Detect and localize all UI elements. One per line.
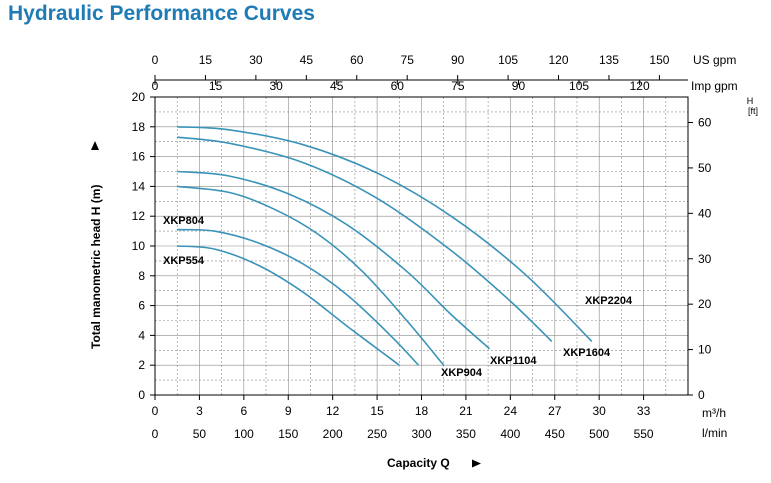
y-tick-label: 16: [132, 150, 146, 164]
usgpm-tick-label: 75: [401, 53, 415, 67]
impgpm-tick-label: 0: [152, 79, 159, 93]
usgpm-tick-label: 150: [649, 53, 669, 67]
lmin-tick-label: 400: [500, 427, 520, 441]
page-title: Hydraulic Performance Curves: [8, 2, 315, 25]
y-tick-label: 14: [132, 179, 146, 193]
usgpm-tick-label: 15: [199, 53, 213, 67]
m3h-tick-label: 12: [326, 404, 340, 418]
lmin-tick-label: 300: [411, 427, 431, 441]
ft-tick-label: 0: [698, 388, 705, 402]
curve-xkp1604: [177, 136, 553, 342]
ft-tick-label: 50: [698, 161, 712, 175]
curve-labels: XKP554 XKP804 XKP904 XKP1104 XKP1604 XKP2204: [163, 215, 633, 379]
lmin-tick-label: 550: [634, 427, 654, 441]
impgpm-tick-label: 120: [630, 79, 650, 93]
ft-tick-label: 10: [698, 343, 712, 357]
curve-xkp2204: [177, 126, 593, 342]
m3h-tick-label: 18: [415, 404, 429, 418]
curve-label-xkp554: XKP554: [163, 255, 205, 267]
y-tick-label: 10: [132, 239, 146, 253]
lmin-tick-label: 100: [234, 427, 254, 441]
usgpm-tick-label: 60: [350, 53, 364, 67]
lmin-tick-label: 150: [278, 427, 298, 441]
curve-xkp554: [177, 245, 400, 366]
curve-label-xkp1604: XKP1604: [563, 347, 611, 359]
ft-tick-label: 60: [698, 116, 712, 130]
usgpm-tick-label: 45: [300, 53, 314, 67]
m3h-tick-label: 6: [240, 404, 247, 418]
y-tick-label: 20: [132, 90, 146, 104]
y-tick-label: 0: [138, 388, 145, 402]
lmin-tick-label: 200: [323, 427, 343, 441]
m3h-tick-label: 27: [548, 404, 562, 418]
m3h-tick-label: 9: [285, 404, 292, 418]
lmin-tick-label: 50: [193, 427, 207, 441]
curve-xkp1104: [177, 170, 491, 350]
lmin-tick-label: 500: [589, 427, 609, 441]
m3h-tick-label: 21: [459, 404, 473, 418]
bottom-axis-m3h-unit: m³/h: [702, 406, 726, 420]
y-tick-label: 6: [138, 299, 145, 313]
impgpm-tick-label: 60: [391, 79, 405, 93]
impgpm-tick-label: 30: [269, 79, 283, 93]
curve-xkp904: [177, 185, 445, 366]
lmin-tick-label: 450: [545, 427, 565, 441]
right-axis-unit-top: H: [747, 96, 754, 106]
impgpm-tick-label: 90: [512, 79, 526, 93]
impgpm-tick-label: 15: [209, 79, 223, 93]
impgpm-tick-label: 75: [451, 79, 465, 93]
curves: [177, 126, 593, 366]
curve-label-xkp904: XKP904: [441, 367, 483, 379]
x-axis-arrow-icon: [472, 459, 481, 468]
m3h-tick-label: 0: [152, 404, 159, 418]
lmin-tick-label: 250: [367, 427, 387, 441]
usgpm-tick-label: 90: [451, 53, 465, 67]
curve-label-xkp2204: XKP2204: [585, 295, 633, 307]
x-axis-title: Capacity Q: [387, 456, 481, 470]
ft-tick-label: 30: [698, 252, 712, 266]
top-axis-usgpm-unit: US gpm: [693, 53, 736, 67]
m3h-tick-label: 33: [637, 404, 651, 418]
y-tick-label: 2: [138, 358, 145, 372]
usgpm-tick-label: 105: [498, 53, 518, 67]
m3h-tick-label: 24: [504, 404, 518, 418]
usgpm-tick-label: 120: [549, 53, 569, 67]
lmin-tick-label: 0: [152, 427, 159, 441]
y-tick-label: 4: [138, 328, 145, 342]
usgpm-tick-label: 30: [249, 53, 263, 67]
right-axis-unit-bottom: [ft]: [748, 106, 758, 116]
m3h-tick-label: 3: [196, 404, 203, 418]
ft-tick-label: 40: [698, 206, 712, 220]
m3h-tick-label: 30: [592, 404, 606, 418]
top-axis-impgpm-unit: Imp gpm: [691, 79, 738, 93]
curve-label-xkp804: XKP804: [163, 215, 205, 227]
y-tick-label: 12: [132, 209, 146, 223]
m3h-tick-label: 15: [370, 404, 384, 418]
ft-tick-label: 20: [698, 297, 712, 311]
usgpm-tick-label: 0: [152, 53, 159, 67]
curve-xkp804: [177, 228, 420, 366]
y-tick-label: 18: [132, 120, 146, 134]
x-axis-label: Capacity Q: [387, 456, 450, 470]
usgpm-tick-label: 135: [599, 53, 619, 67]
y-axis-arrow-icon: [91, 141, 99, 150]
lmin-tick-label: 350: [456, 427, 476, 441]
y-axis-label: Total manometric head H (m): [89, 185, 103, 349]
y-axis-title: Total manometric head H (m): [89, 141, 103, 349]
curve-label-xkp1104: XKP1104: [490, 355, 537, 367]
impgpm-tick-label: 45: [330, 79, 344, 93]
bottom-axis-lmin-unit: l/min: [702, 426, 727, 440]
y-tick-label: 8: [138, 269, 145, 283]
impgpm-tick-label: 105: [569, 79, 589, 93]
